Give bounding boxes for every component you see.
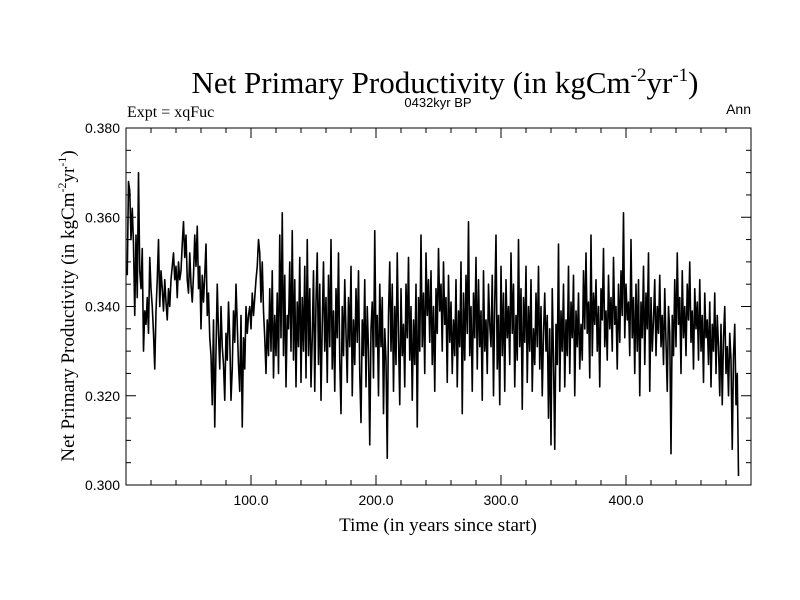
y-tick-label: 0.320 <box>85 388 120 404</box>
ylabel-end: ) <box>58 150 79 156</box>
y-tick-label: 0.380 <box>85 120 120 136</box>
x-tick-label: 400.0 <box>608 492 643 508</box>
season-label: Ann <box>726 101 751 117</box>
ylabel-exp2: -1 <box>55 157 69 167</box>
title-exp2: -1 <box>672 65 688 86</box>
title-end: ) <box>688 65 698 100</box>
y-tick-label: 0.360 <box>85 209 120 225</box>
x-tick-label: 300.0 <box>483 492 518 508</box>
chart-title: Net Primary Productivity (in kgCm-2yr-1) <box>192 65 699 100</box>
experiment-label: Expt = xqFuc <box>127 104 214 121</box>
series-line-npp <box>126 171 740 477</box>
ylabel-mid: yr <box>58 166 79 183</box>
title-exp1: -2 <box>631 65 647 86</box>
x-tick-label: 200.0 <box>358 492 393 508</box>
ylabel-exp1: -2 <box>55 183 69 193</box>
x-axis-label: Time (in years since start) <box>339 515 537 536</box>
axis-tick-labels: 100.0 200.0 300.0 400.0 0.300 0.320 0.340 0.360… <box>85 120 644 508</box>
ylabel-main: Net Primary Productivity (in kgCm <box>58 192 79 461</box>
title-mid: yr <box>646 65 673 100</box>
y-tick-label: 0.340 <box>85 299 120 315</box>
y-tick-label: 0.300 <box>85 477 120 493</box>
x-tick-label: 100.0 <box>233 492 268 508</box>
period-subtitle: 0432kyr BP <box>404 95 471 110</box>
y-axis-label: Net Primary Productivity (in kgCm-2yr-1) <box>55 150 79 461</box>
title-main: Net Primary Productivity (in kgCm <box>192 65 631 100</box>
